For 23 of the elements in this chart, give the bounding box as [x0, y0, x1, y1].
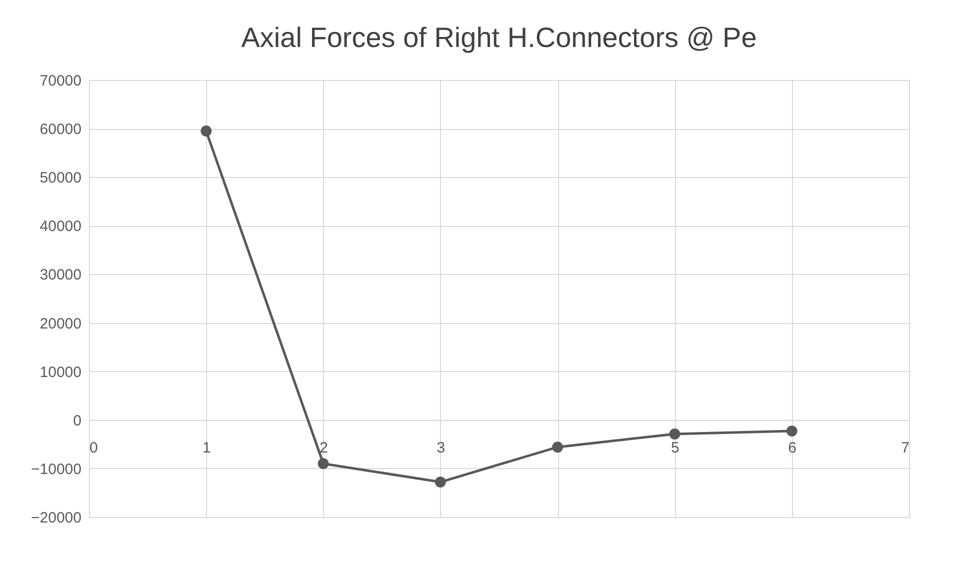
x-tick-label: 0: [90, 439, 98, 456]
point: [434, 476, 446, 488]
point: [200, 126, 212, 136]
x-tick-label: 1: [202, 439, 211, 456]
x-tick-label: 5: [671, 439, 680, 456]
y-tick-label: 70000: [40, 72, 82, 90]
y-tick-label: 10000: [40, 364, 82, 381]
y-tick-label: 20000: [40, 315, 82, 332]
y-tick-label: 0: [73, 412, 82, 430]
point: [669, 428, 680, 440]
chart-title: Axial Forces of Right H.Connectors @ Pe: [241, 22, 757, 53]
point: [786, 426, 798, 437]
y-tick-label: 50000: [40, 170, 82, 187]
x-tick-label: 6: [788, 439, 797, 456]
y-tick-label: 60000: [40, 121, 82, 138]
y-tick-label: 40000: [40, 218, 82, 236]
point: [318, 458, 329, 470]
x-tick-label: 2: [320, 439, 328, 456]
y-tick-label: −20000: [31, 510, 82, 526]
x-tick-label: 7: [901, 439, 910, 456]
x-tick-label: 3: [436, 439, 446, 456]
y-tick-label: 30000: [40, 266, 82, 284]
y-tick-label: −10000: [31, 460, 82, 478]
